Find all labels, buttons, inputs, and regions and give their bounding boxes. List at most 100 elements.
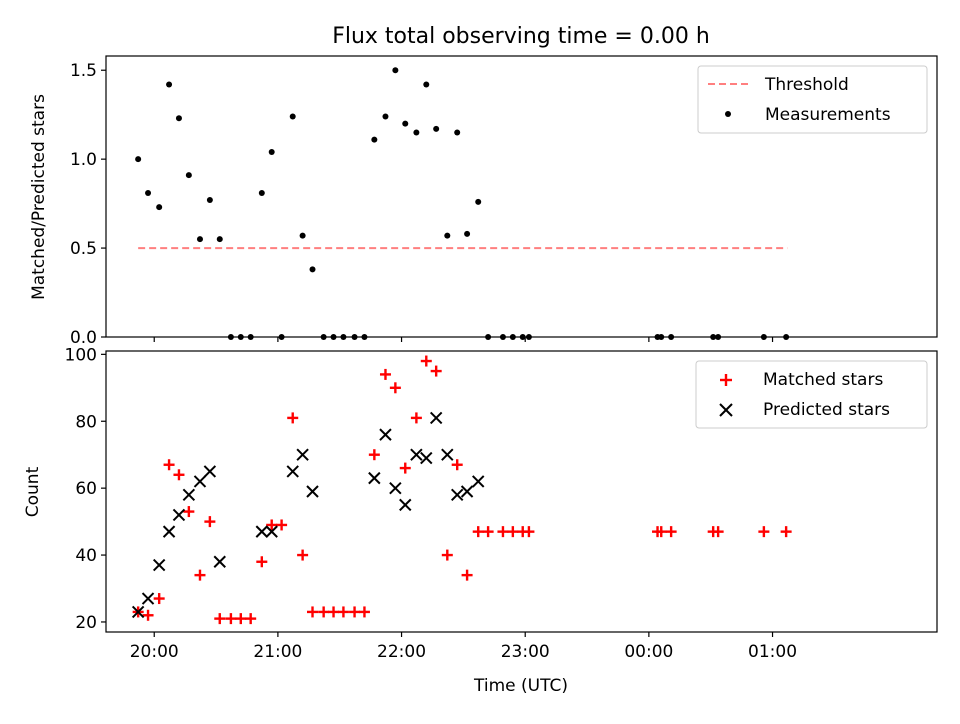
matched-star-point — [461, 569, 473, 581]
measurement-point — [392, 67, 399, 74]
matched-star-point — [183, 506, 195, 518]
measurements-legend-swatch — [725, 111, 731, 117]
matched-star-point — [472, 526, 484, 538]
top-y-tick-label: 0.0 — [70, 328, 97, 348]
predicted-star-point — [399, 498, 412, 512]
matched-star-point — [523, 526, 535, 538]
bottom-y-tick-label: 80 — [75, 412, 97, 432]
bottom-panel: 20 40 60 80 100 20:00 21:00 22:00 23:00 00:00 01:… — [23, 345, 938, 696]
predicted-star-point — [441, 448, 454, 461]
matched-star-point — [349, 606, 361, 618]
matched-star-point — [389, 382, 401, 394]
predicted-star-point — [472, 475, 485, 488]
matched-star-point — [307, 606, 319, 618]
bottom-y-tick-label: 60 — [75, 479, 97, 499]
matched-star-point — [358, 606, 370, 618]
matched-star-point — [153, 593, 165, 605]
matched-star-point — [266, 519, 278, 531]
top-y-tick-label: 1.0 — [70, 150, 97, 170]
predicted-star-point — [265, 525, 278, 538]
matched-legend-swatch — [720, 374, 732, 386]
matched-star-point — [758, 526, 770, 538]
predicted-star-point — [162, 525, 176, 538]
predicted-star-point — [203, 465, 217, 478]
measurement-point — [464, 230, 471, 237]
matched-star-point — [780, 526, 792, 538]
x-axis-label: Time (UTC) — [473, 676, 568, 696]
matched-star-point — [245, 613, 257, 625]
top-x-ticks — [153, 337, 774, 342]
measurement-point — [309, 266, 316, 273]
predicted-star-point — [420, 451, 433, 465]
bottom-y-axis-label: Count — [23, 466, 43, 517]
matched-star-point — [430, 365, 442, 377]
x-tick-label: 23:00 — [501, 642, 550, 662]
measurement-point — [166, 81, 173, 88]
matched-star-point — [328, 606, 340, 618]
bottom-y-tick-label: 40 — [75, 546, 97, 566]
predicted-star-point — [410, 448, 423, 461]
chart-title: Flux total observing time = 0.00 h — [332, 24, 710, 49]
predicted-star-point — [379, 428, 392, 441]
matched-star-point — [173, 469, 185, 481]
predicted-star-point — [193, 475, 207, 488]
threshold-legend-label: Threshold — [764, 75, 849, 95]
measurement-point — [444, 232, 451, 239]
x-tick-label: 22:00 — [377, 642, 426, 662]
measurement-point — [454, 129, 461, 136]
matched-star-point — [225, 613, 237, 625]
matched-star-point — [214, 613, 226, 625]
top-legend-box — [697, 65, 928, 134]
predicted-star-point — [152, 558, 166, 572]
predicted-star-point — [450, 488, 464, 502]
measurement-point — [299, 232, 306, 239]
measurement-point — [145, 189, 152, 196]
predicted-star-point — [141, 592, 155, 605]
matched-star-point — [163, 459, 175, 471]
matched-star-point — [142, 609, 154, 621]
matched-star-point — [235, 613, 247, 625]
matched-star-point — [318, 606, 330, 618]
bottom-y-ticks: 20 40 60 80 100 — [65, 345, 106, 633]
measurement-point — [423, 81, 430, 88]
top-y-tick-label: 1.5 — [70, 61, 97, 81]
matched-star-point — [712, 526, 724, 538]
measurement-point — [185, 172, 192, 179]
x-tick-label: 00:00 — [624, 642, 673, 662]
predicted-star-point — [131, 605, 145, 619]
bottom-x-ticks: 20:00 21:00 22:00 23:00 00:00 01:00 — [130, 632, 797, 662]
measurement-point — [289, 113, 296, 120]
matched-star-point — [297, 549, 309, 561]
matched-star-point — [194, 569, 206, 581]
top-y-axis-label: Matched/Predicted stars — [29, 94, 49, 300]
matched-star-point — [379, 368, 391, 380]
bottom-marks — [131, 355, 792, 625]
measurement-point — [135, 156, 142, 163]
matched-star-point — [497, 526, 509, 538]
matched-star-point — [204, 516, 216, 528]
top-axes-frame — [105, 55, 938, 338]
predicted-star-point — [368, 471, 381, 485]
matched-star-point — [665, 526, 677, 538]
predicted-legend-label: Predicted stars — [763, 400, 890, 420]
matched-star-point — [420, 355, 432, 367]
matched-star-point — [451, 459, 463, 471]
predicted-star-point — [182, 488, 196, 502]
matched-star-point — [368, 449, 380, 461]
measurement-point — [156, 204, 163, 211]
top-y-ticks: 0.0 0.5 1.0 1.5 — [70, 61, 106, 348]
measurement-point — [258, 189, 265, 196]
x-tick-label: 20:00 — [130, 642, 179, 662]
matched-star-point — [287, 412, 299, 424]
predicted-star-point — [306, 485, 319, 498]
measurement-point — [175, 115, 182, 122]
predicted-star-point — [213, 555, 226, 568]
measurement-point — [216, 236, 223, 243]
matched-star-point — [507, 526, 519, 538]
measurement-point — [382, 113, 389, 120]
top-panel: 0.0 0.5 1.0 1.5 Matched/Predicted stars Thr… — [29, 55, 938, 348]
predicted-legend-swatch — [719, 403, 733, 417]
matched-star-point — [441, 549, 453, 561]
measurement-point — [268, 149, 275, 156]
